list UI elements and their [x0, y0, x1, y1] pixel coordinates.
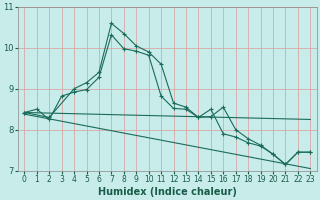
X-axis label: Humidex (Indice chaleur): Humidex (Indice chaleur)	[98, 187, 237, 197]
